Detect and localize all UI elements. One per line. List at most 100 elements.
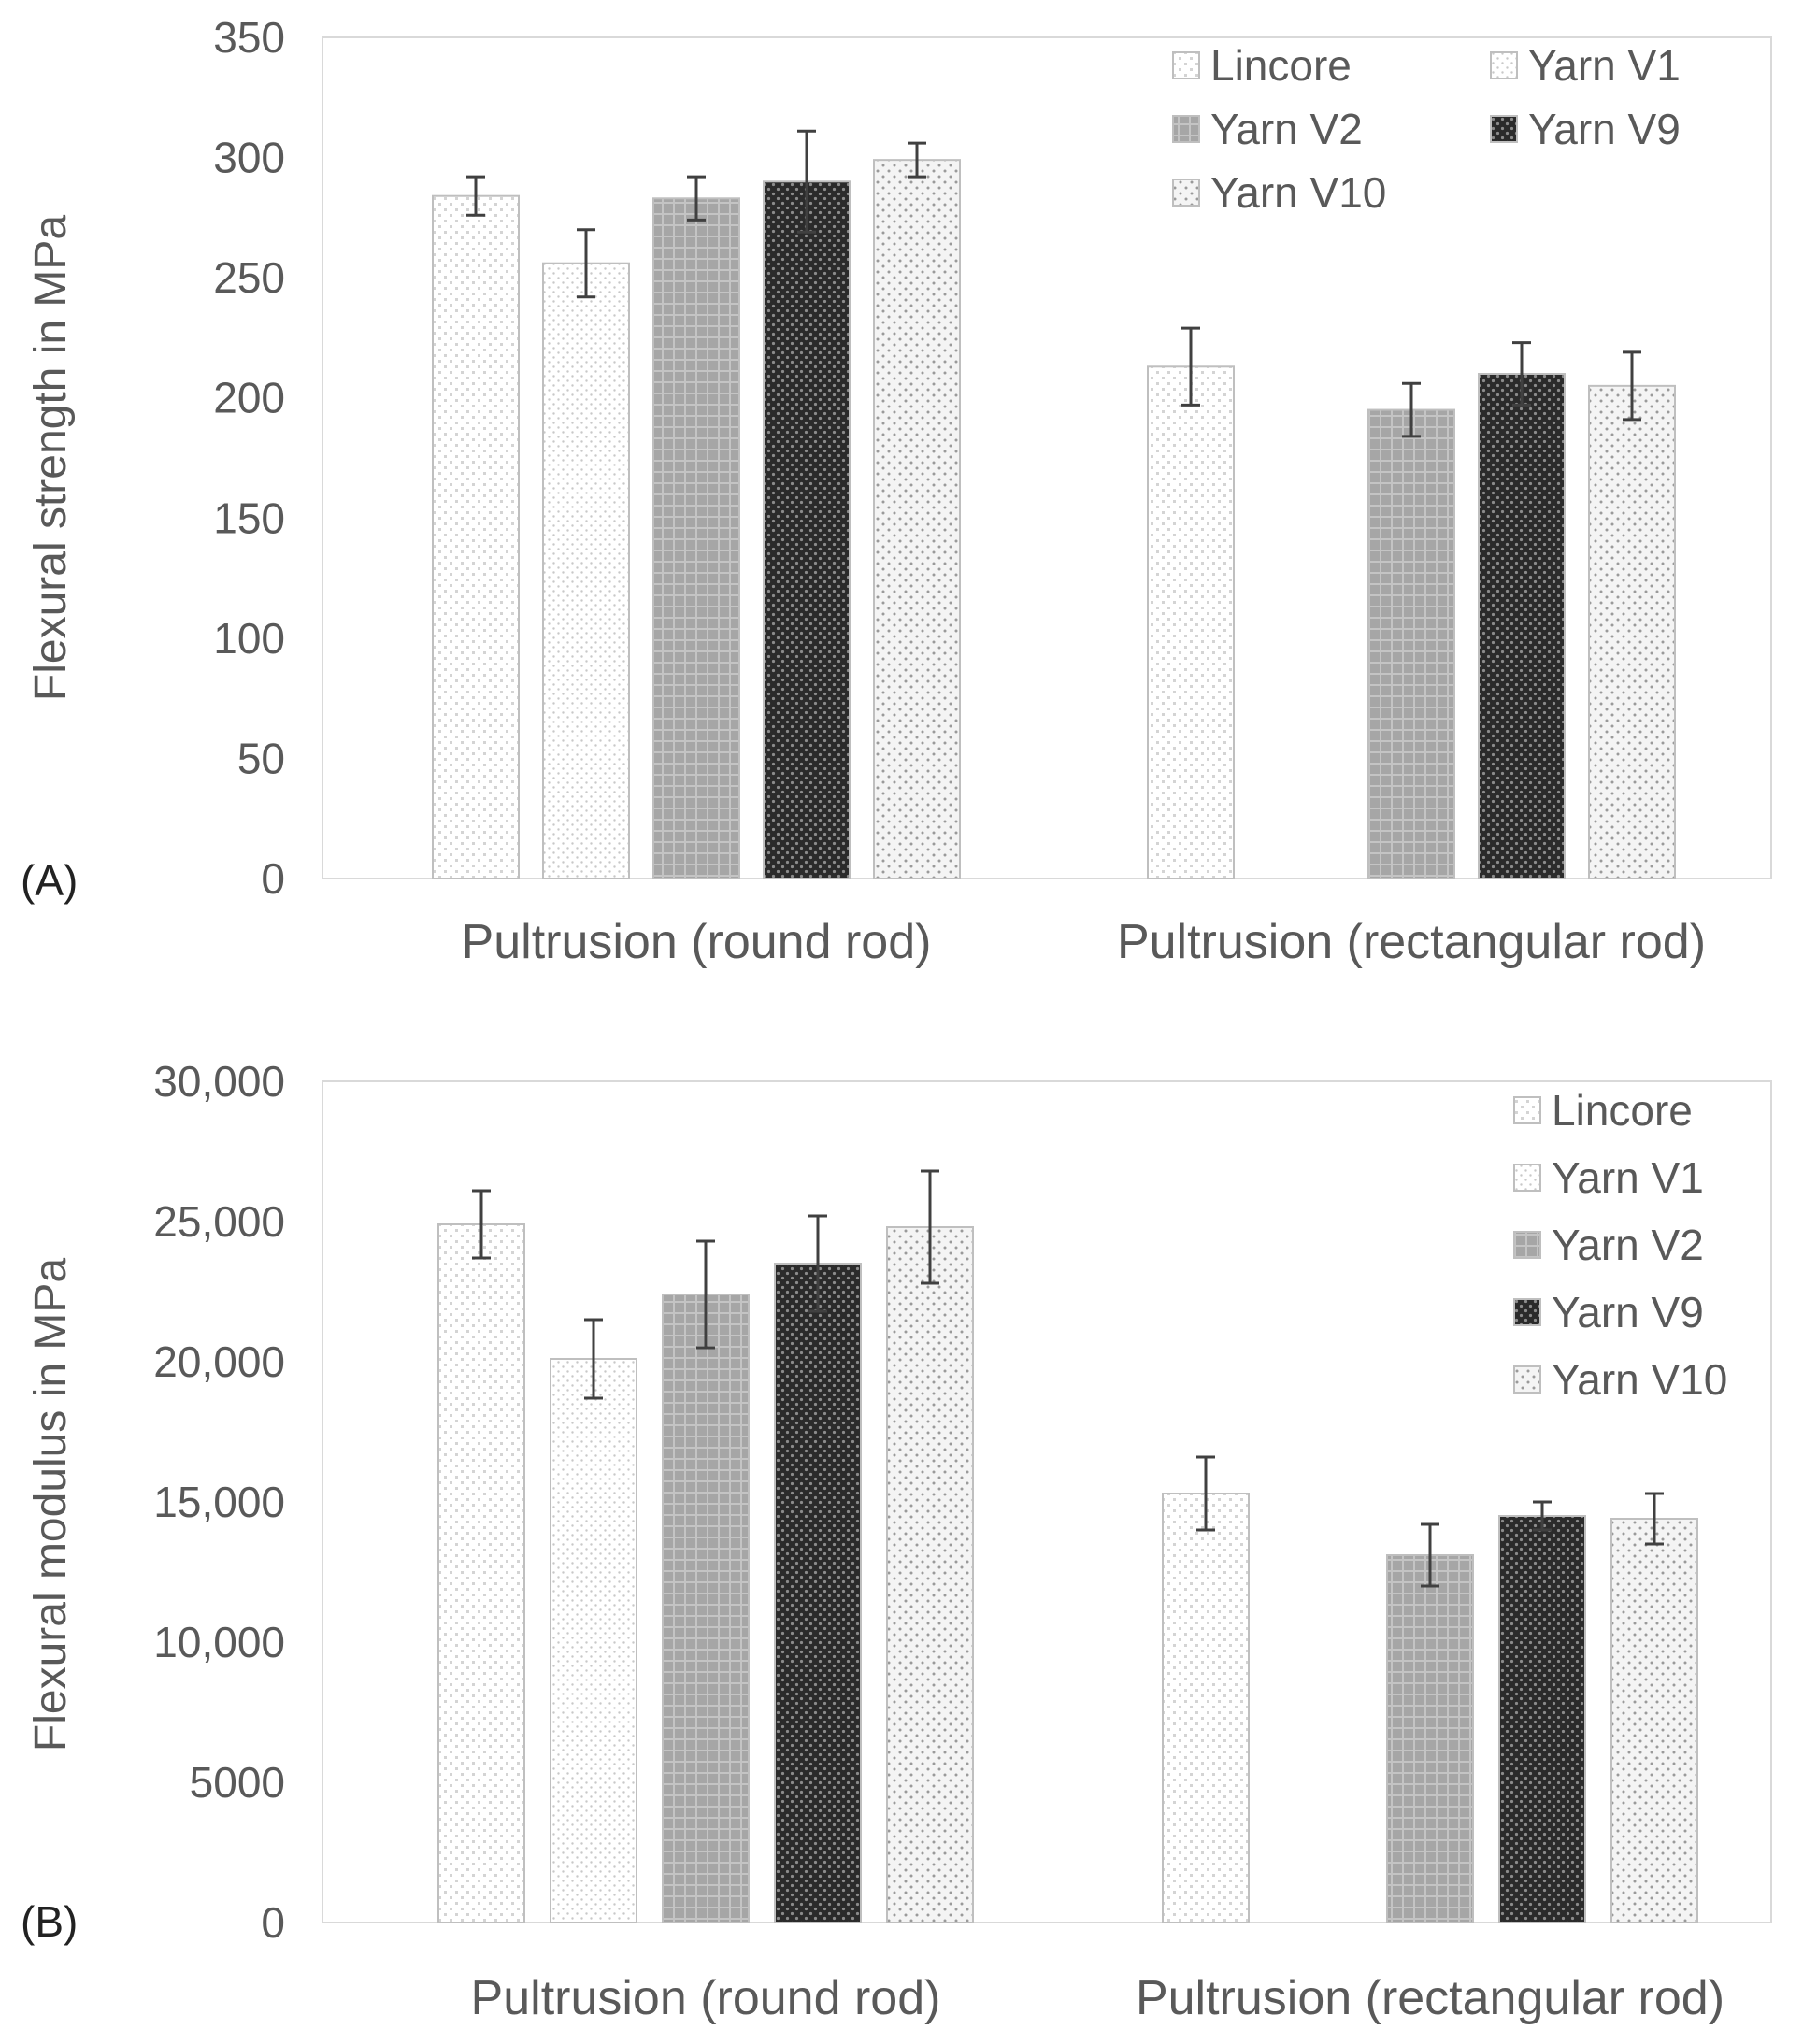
bar [550,1358,637,1923]
bar [763,180,851,880]
y-tick-label: 350 [213,13,285,62]
legend-item: Yarn V9 [1513,1288,1704,1336]
y-tick-label: 100 [213,614,285,663]
legend-label: Yarn V10 [1210,168,1386,217]
y-tick-label: 5000 [190,1758,285,1807]
y-axis-ticks: 0 5000 10,000 15,000 20,000 25,000 30,000 [153,1057,285,1947]
legend-item: Yarn V2 [1513,1221,1704,1269]
bar [662,1294,750,1923]
legend-swatch [1172,115,1200,143]
error-bar [577,228,595,299]
bar [774,1263,862,1923]
error-bar [808,1214,827,1313]
legend-item: Lincore [1172,41,1352,90]
bar [437,1223,525,1923]
bar [652,197,740,880]
bar [1588,384,1676,880]
legend-label: Yarn V9 [1552,1288,1704,1336]
bar [873,159,961,879]
bar [1498,1515,1586,1923]
category-label: Pultrusion (rectangular rod) [1136,1971,1724,2025]
bar [1147,365,1235,879]
bar [542,262,630,879]
error-bar [1196,1455,1215,1532]
legend-label: Yarn V9 [1528,105,1681,153]
y-tick-label: 15,000 [153,1478,285,1526]
error-bar [696,1239,715,1350]
bar [886,1226,974,1923]
error-bar [1533,1500,1552,1532]
error-bar [908,141,926,179]
y-tick-label: 0 [261,1898,285,1947]
error-bar [1181,326,1200,407]
error-bar [921,1169,939,1285]
y-tick-label: 200 [213,374,285,422]
error-bar [1421,1522,1439,1588]
y-axis-label: Flexural modulus in MPa [26,1258,76,1752]
bar-group [437,1223,1698,1923]
legend-item: Lincore [1513,1086,1693,1135]
bar-group [432,159,1676,880]
legend-label: Lincore [1210,41,1352,90]
y-tick-label: 25,000 [153,1197,285,1246]
error-bar [1623,350,1641,422]
chart-panel-b: Flexural modulus in MPa (B) 0 5000 10,000 1… [21,1057,1772,2025]
legend-label: Yarn V10 [1552,1355,1727,1404]
error-bar [466,175,485,217]
category-label: Pultrusion (rectangular rod) [1117,915,1706,969]
legend-item: Yarn V10 [1172,168,1386,217]
legend-item: Yarn V9 [1490,105,1681,153]
error-bar [687,175,706,222]
bar [1478,373,1566,879]
legend-swatch [1490,115,1518,143]
chart-panel-a: Flexural strength in MPa (A) 0 50 100 150 20… [21,13,1772,969]
error-bar [584,1318,603,1400]
y-tick-label: 150 [213,493,285,542]
legend-label: Lincore [1552,1086,1693,1135]
y-axis-label: Flexural strength in MPa [26,215,76,702]
legend-swatch [1172,51,1200,79]
y-tick-label: 30,000 [153,1057,285,1106]
legend-item: Yarn V1 [1490,41,1681,90]
category-labels: Pultrusion (round rod) Pultrusion (rectan… [462,915,1707,969]
legend-swatch [1513,1164,1541,1192]
error-bar [797,129,816,234]
error-bar [1645,1492,1664,1546]
legend-swatch [1513,1096,1541,1124]
bar [1386,1554,1474,1923]
category-labels: Pultrusion (round rod) Pultrusion (rectan… [471,1971,1725,2025]
legend-swatch [1172,179,1200,207]
bar [1367,408,1455,879]
legend-swatch [1490,51,1518,79]
panel-label: (A) [21,856,78,905]
y-tick-label: 50 [237,734,285,782]
legend: Lincore Yarn V1 Yarn V2 Yarn V9 Yarn V10 [1513,1086,1727,1404]
category-label: Pultrusion (round rod) [471,1971,941,2025]
bar [432,194,520,879]
error-bars [472,1169,1664,1588]
legend-swatch [1513,1298,1541,1326]
error-bar [472,1189,491,1260]
bar [1610,1518,1698,1923]
y-tick-label: 10,000 [153,1618,285,1666]
legend-label: Yarn V2 [1552,1221,1704,1269]
legend-swatch [1513,1231,1541,1259]
category-label: Pultrusion (round rod) [462,915,932,969]
legend-swatch [1513,1365,1541,1394]
legend-label: Yarn V2 [1210,105,1363,153]
y-tick-label: 20,000 [153,1337,285,1386]
legend-label: Yarn V1 [1552,1153,1704,1202]
plot-area-frame [322,36,1772,879]
legend-item: Yarn V2 [1172,105,1363,153]
y-tick-label: 300 [213,134,285,182]
legend-item: Yarn V10 [1513,1355,1727,1404]
legend-item: Yarn V1 [1513,1153,1704,1202]
y-tick-label: 250 [213,253,285,302]
error-bars [466,129,1641,438]
y-axis-ticks: 0 50 100 150 200 250 300 350 [213,13,285,903]
error-bar [1402,381,1421,438]
legend: Lincore Yarn V1 Yarn V2 Yarn V9 Yarn V10 [1172,41,1681,217]
plot-area-frame [322,1080,1772,1923]
error-bar [1512,341,1531,407]
